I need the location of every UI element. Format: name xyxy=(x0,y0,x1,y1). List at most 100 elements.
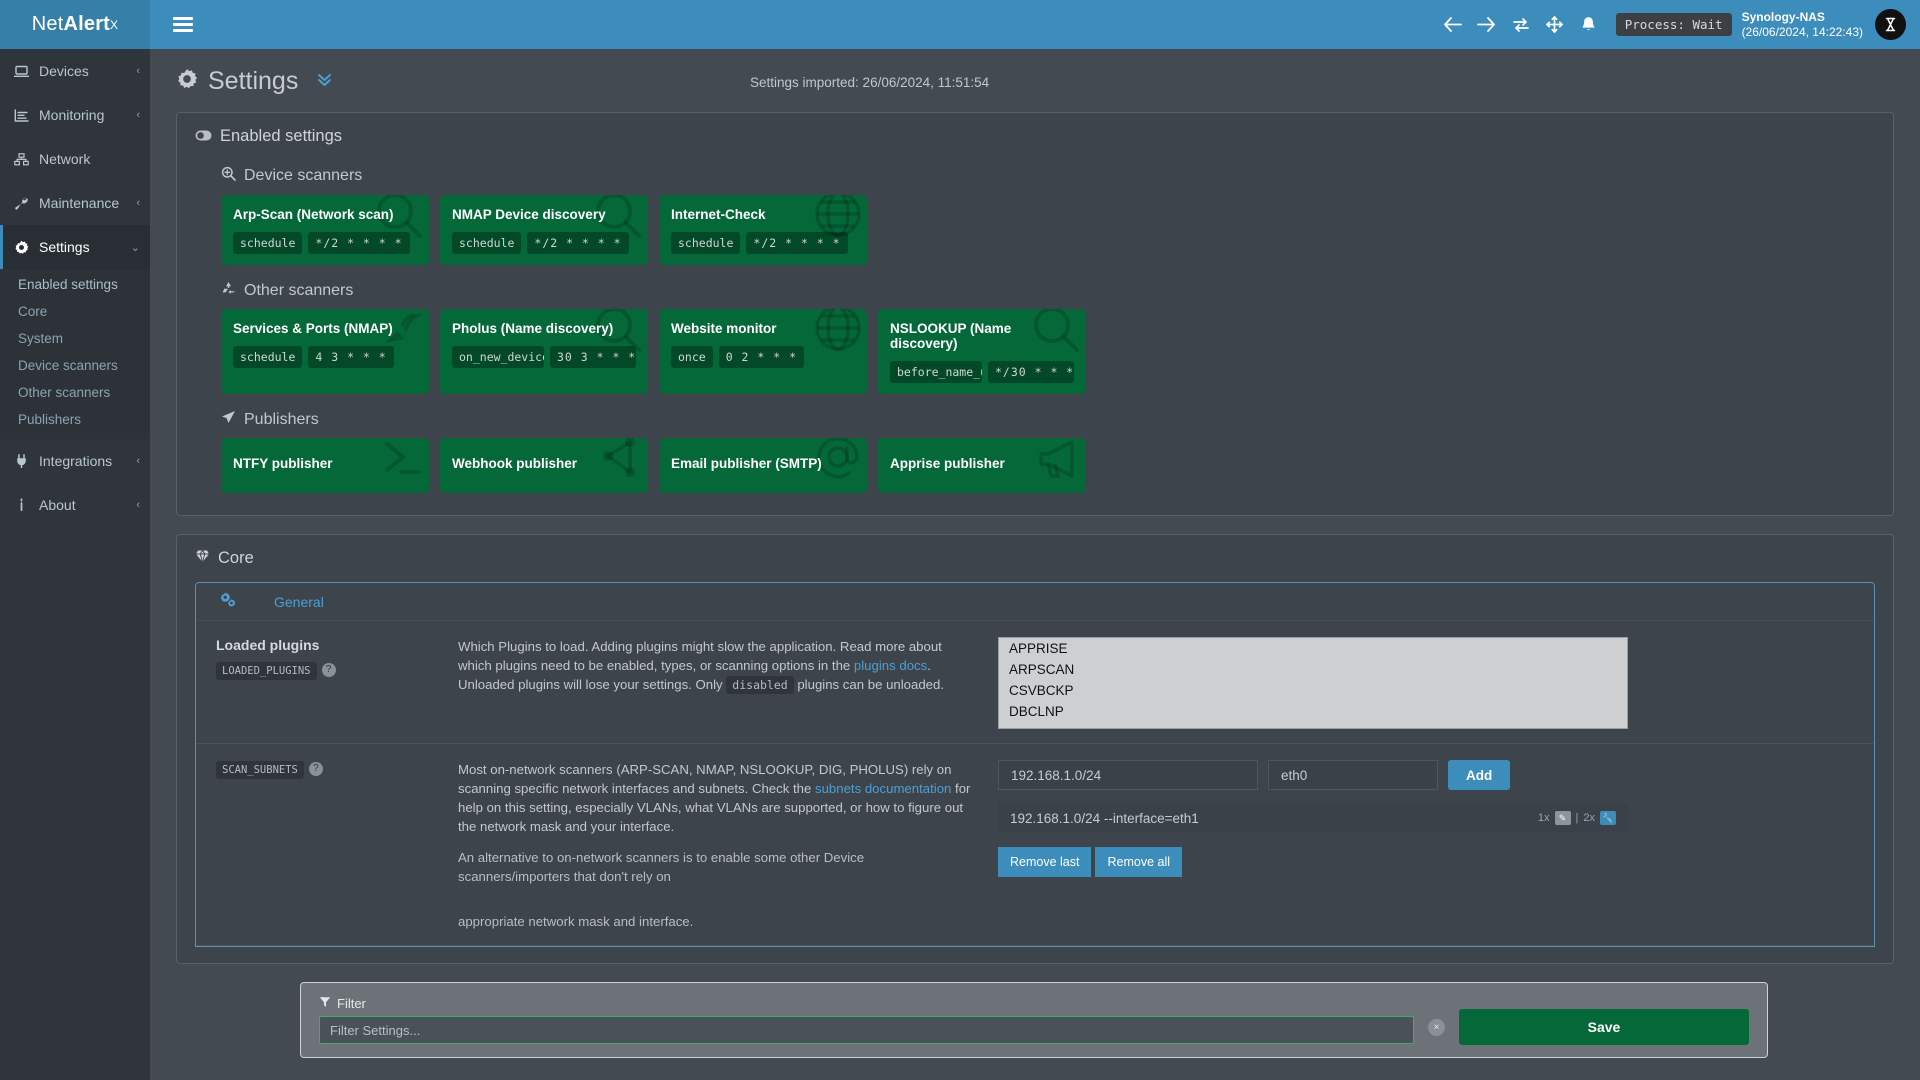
scanner-title: Internet-Check xyxy=(671,207,766,222)
sidebar-subitem-enabled-settings[interactable]: Enabled settings xyxy=(18,277,118,292)
scanner-chip-key: on_new_device xyxy=(452,346,544,368)
desc-inline-code: disabled xyxy=(726,676,794,694)
wrench-icon[interactable]: 🔧 xyxy=(1600,811,1616,825)
forward-arrow-icon[interactable] xyxy=(1470,0,1504,49)
setting-control-loaded-plugins: APPRISE ARPSCAN CSVBCKP DBCLNP xyxy=(998,637,1638,729)
scanner-chip-value: */2 * * * * xyxy=(746,232,848,254)
scanner-chip-value: */30 * * * * xyxy=(988,361,1074,383)
filter-settings-input[interactable]: Filter Settings... xyxy=(319,1016,1414,1044)
magnifier-icon xyxy=(592,195,644,241)
publisher-card-email-smtp[interactable]: Email publisher (SMTP) xyxy=(659,438,867,493)
scanner-card-services-ports-nmap[interactable]: Services & Ports (NMAP) schedule 4 3 * *… xyxy=(221,309,429,394)
setting-label-block: Loaded plugins LOADED_PLUGINS? xyxy=(208,637,458,729)
plugin-option[interactable]: DBCLNP xyxy=(1009,704,1064,719)
sidebar-subitem-core[interactable]: Core xyxy=(18,304,48,319)
sidebar-submenu-settings: Enabled settings Core System Device scan… xyxy=(0,269,150,439)
scanner-card-arp-scan[interactable]: Arp-Scan (Network scan) schedule */2 * *… xyxy=(221,195,429,265)
magnifier-icon xyxy=(592,309,644,355)
sidebar-subitem-other-scanners[interactable]: Other scanners xyxy=(18,385,111,400)
sidebar-item-integrations[interactable]: Integrations ‹ xyxy=(0,439,150,483)
refresh-icon[interactable] xyxy=(1504,0,1538,49)
sidebar-item-network[interactable]: Network xyxy=(0,137,150,181)
scanner-title: Pholus (Name discovery) xyxy=(452,321,614,336)
scanner-chip-key: once xyxy=(671,346,713,368)
sidebar-item-maintenance[interactable]: Maintenance ‹ xyxy=(0,181,150,225)
subnet-network-input[interactable]: 192.168.1.0/24 xyxy=(998,760,1258,790)
sidebar-label-about: About xyxy=(39,497,76,513)
sidebar-subitem-system[interactable]: System xyxy=(18,331,64,346)
plugins-docs-link[interactable]: plugins docs xyxy=(853,658,928,673)
other-scanner-cards: Services & Ports (NMAP) schedule 4 3 * *… xyxy=(221,309,1875,394)
publisher-cards: NTFY publisher Webhook publisher xyxy=(221,438,1875,493)
scanner-card-internet-check[interactable]: Internet-Check schedule */2 * * * * xyxy=(659,195,867,265)
chevron-left-icon: ‹ xyxy=(136,65,140,77)
bell-icon[interactable] xyxy=(1572,0,1606,49)
filter-left: Filter Filter Settings... xyxy=(319,996,1414,1044)
scanner-card-pholus[interactable]: Pholus (Name discovery) on_new_device 30… xyxy=(440,309,648,394)
scanner-chip-value: */2 * * * * xyxy=(308,232,410,254)
scanner-chip-key: schedule xyxy=(233,346,303,368)
chevron-double-down-icon[interactable] xyxy=(316,72,333,92)
terminal-icon xyxy=(375,438,425,482)
page-gear-icon xyxy=(176,68,198,96)
process-status-badge: Process: Wait xyxy=(1615,13,1732,36)
subnets-documentation-link[interactable]: subnets documentation xyxy=(815,781,952,796)
publisher-title: Apprise publisher xyxy=(890,456,1005,471)
filter-label: Filter xyxy=(337,996,366,1011)
plugins-multiselect[interactable]: APPRISE ARPSCAN CSVBCKP DBCLNP xyxy=(998,637,1628,729)
scanner-card-nslookup[interactable]: NSLOOKUP (Name discovery) before_name_up… xyxy=(878,309,1086,394)
tab-general[interactable]: General xyxy=(274,593,324,610)
sidebar-item-settings[interactable]: Settings ⌄ xyxy=(0,225,150,269)
badge-separator: | xyxy=(1575,812,1579,824)
sidebar-item-monitoring[interactable]: Monitoring ‹ xyxy=(0,93,150,137)
desc-part-2: . Unloaded plugins will lose your settin… xyxy=(458,658,931,692)
publisher-card-ntfy[interactable]: NTFY publisher xyxy=(221,438,429,493)
back-arrow-icon[interactable] xyxy=(1436,0,1470,49)
recycle-icon xyxy=(221,281,236,300)
scanner-card-website-monitor[interactable]: Website monitor once 0 2 * * * xyxy=(659,309,867,394)
sidebar-item-devices[interactable]: Devices ‹ xyxy=(0,49,150,93)
clear-filter-icon[interactable]: × xyxy=(1428,1018,1445,1036)
setting-description-loaded-plugins: Which Plugins to load. Adding plugins mi… xyxy=(458,637,998,729)
device-scanner-cards: Arp-Scan (Network scan) schedule */2 * *… xyxy=(221,195,1875,265)
sidebar-toggle-button[interactable] xyxy=(160,0,206,49)
chevron-left-icon: ‹ xyxy=(136,455,140,467)
help-icon[interactable]: ? xyxy=(321,662,336,677)
publisher-card-apprise[interactable]: Apprise publisher xyxy=(878,438,1086,493)
info-icon xyxy=(13,498,30,512)
badge-2x-label: 2x xyxy=(1583,812,1595,824)
brand-net: Net xyxy=(31,13,64,35)
publisher-card-webhook[interactable]: Webhook publisher xyxy=(440,438,648,493)
plugin-option[interactable]: CSVBCKP xyxy=(1009,683,1074,698)
host-name: Synology-NAS xyxy=(1741,9,1825,24)
add-subnet-button[interactable]: Add xyxy=(1448,760,1511,790)
network-icon xyxy=(13,152,30,166)
edit-icon[interactable]: ✎ xyxy=(1554,811,1571,825)
satellite-icon xyxy=(375,309,425,353)
sidebar-item-about[interactable]: About ‹ xyxy=(0,483,150,527)
plugin-option[interactable]: ARPSCAN xyxy=(1009,662,1075,677)
publisher-title: Webhook publisher xyxy=(452,456,578,471)
move-icon[interactable] xyxy=(1538,0,1572,49)
subnet-entry-row: 192.168.1.0/24 --interface=eth1 1x ✎ | 2… xyxy=(998,803,1628,833)
remove-last-button[interactable]: Remove last xyxy=(998,847,1092,877)
subnet-interface-input[interactable]: eth0 xyxy=(1268,760,1438,790)
sidebar-subitem-publishers[interactable]: Publishers xyxy=(18,412,82,427)
section-label-publishers: Publishers xyxy=(244,410,319,428)
scanner-chip-value: */2 * * * * xyxy=(527,232,629,254)
remove-all-button[interactable]: Remove all xyxy=(1095,847,1183,877)
plug-icon xyxy=(13,454,30,468)
main-content: Settings Settings imported: 26/06/2024, … xyxy=(150,49,1920,1080)
brand-logo[interactable]: Net Alert X xyxy=(0,0,150,49)
chevron-left-icon: ‹ xyxy=(136,109,140,121)
scanner-chip-value: 0 2 * * * xyxy=(718,346,805,368)
avatar[interactable] xyxy=(1875,9,1906,40)
plugin-option[interactable]: APPRISE xyxy=(1009,641,1068,656)
help-icon[interactable]: ? xyxy=(308,761,323,776)
settings-imported-label: Settings imported: 26/06/2024, 11:51:54 xyxy=(750,75,990,90)
save-button[interactable]: Save xyxy=(1459,1009,1749,1045)
section-title-device-scanners: Device scanners xyxy=(221,166,1875,186)
sidebar-subitem-device-scanners[interactable]: Device scanners xyxy=(18,358,118,373)
scanner-card-nmap-device-discovery[interactable]: NMAP Device discovery schedule */2 * * *… xyxy=(440,195,648,265)
desc-extra-line: An alternative to on-network scanners is… xyxy=(458,850,865,884)
